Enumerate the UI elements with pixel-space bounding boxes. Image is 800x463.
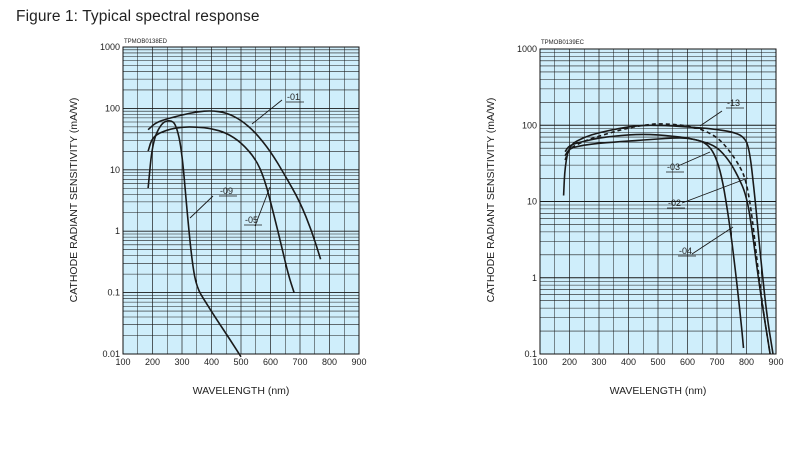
series-pointer	[681, 177, 749, 204]
series-pointer	[699, 110, 723, 127]
y-tick-label: 0.1	[524, 349, 537, 359]
x-tick-label: 100	[532, 357, 547, 367]
x-tick-label: 400	[621, 357, 636, 367]
series-pointer	[189, 195, 214, 219]
x-tick-label: 100	[115, 357, 130, 367]
series-09: -09	[147, 119, 242, 358]
series-label: -09	[220, 186, 233, 196]
series-pointer	[254, 186, 271, 227]
y-tick-label: 10	[110, 165, 120, 175]
series-line	[562, 124, 774, 355]
x-tick-label: 900	[768, 357, 783, 367]
series-line	[147, 110, 322, 260]
series-13: -13	[562, 98, 774, 355]
series-pointer	[251, 99, 283, 125]
series-04: -04	[564, 137, 745, 349]
y-tick-label: 100	[522, 120, 537, 130]
x-tick-label: 600	[680, 357, 695, 367]
series-01: -01	[147, 92, 322, 260]
y-tick-label: 100	[105, 103, 120, 113]
x-tick-label: 500	[650, 357, 665, 367]
series-label: -05	[245, 215, 258, 225]
x-tick-label: 400	[204, 357, 219, 367]
x-axis-label: WAVELENGTH (nm)	[610, 385, 707, 397]
series-05: -05	[147, 126, 295, 293]
chart-code: TPMOB0139EC	[541, 40, 585, 46]
series-line	[564, 137, 745, 349]
x-tick-label: 800	[322, 357, 337, 367]
chart-right: 100 200 300 400 500 600 700 800 900 1000 100 10 1 0.1…	[485, 40, 784, 397]
y-tick-label: 10	[527, 197, 537, 207]
series-label: -01	[287, 92, 300, 102]
grid	[539, 49, 777, 355]
x-tick-label: 500	[233, 357, 248, 367]
x-tick-label: 700	[709, 357, 724, 367]
x-tick-label: 200	[145, 357, 160, 367]
x-axis-label: WAVELENGTH (nm)	[193, 385, 290, 397]
figure-title: Figure 1: Typical spectral response	[16, 8, 260, 25]
y-tick-label: 1	[532, 273, 537, 283]
plot-frame	[122, 46, 360, 355]
y-tick-label: 1	[115, 226, 120, 236]
series-pointer	[691, 226, 734, 255]
series-line	[147, 126, 295, 293]
x-tick-label: 300	[591, 357, 606, 367]
series-label: -02	[668, 198, 681, 208]
x-tick-label: 600	[263, 357, 278, 367]
plot-frame	[539, 48, 777, 355]
y-tick-label: 1000	[100, 42, 120, 52]
series-line	[147, 119, 242, 358]
x-tick-label: 200	[562, 357, 577, 367]
series-label: -04	[679, 246, 692, 256]
x-tick-label: 300	[174, 357, 189, 367]
series-pointer	[677, 151, 711, 167]
y-tick-label: 0.01	[102, 349, 120, 359]
y-axis-label: CATHODE RADIANT SENSITIVITY (mA/W)	[485, 98, 497, 303]
series-02: -02	[564, 123, 771, 355]
y-axis-label: CATHODE RADIANT SENSITIVITY (mA/W)	[68, 98, 80, 303]
series-label: -13	[727, 98, 740, 108]
chart-code: TPMOB0138ED	[124, 39, 168, 45]
series-line	[564, 123, 771, 355]
x-tick-label: 900	[351, 357, 366, 367]
x-tick-label: 700	[292, 357, 307, 367]
chart-left: 100 200 300 400 500 600 700 800 900 1000 100 10 1 0.1…	[68, 39, 367, 397]
x-tick-label: 800	[739, 357, 754, 367]
y-tick-label: 0.1	[107, 288, 120, 298]
series-label: -03	[667, 162, 680, 172]
y-tick-label: 1000	[517, 44, 537, 54]
